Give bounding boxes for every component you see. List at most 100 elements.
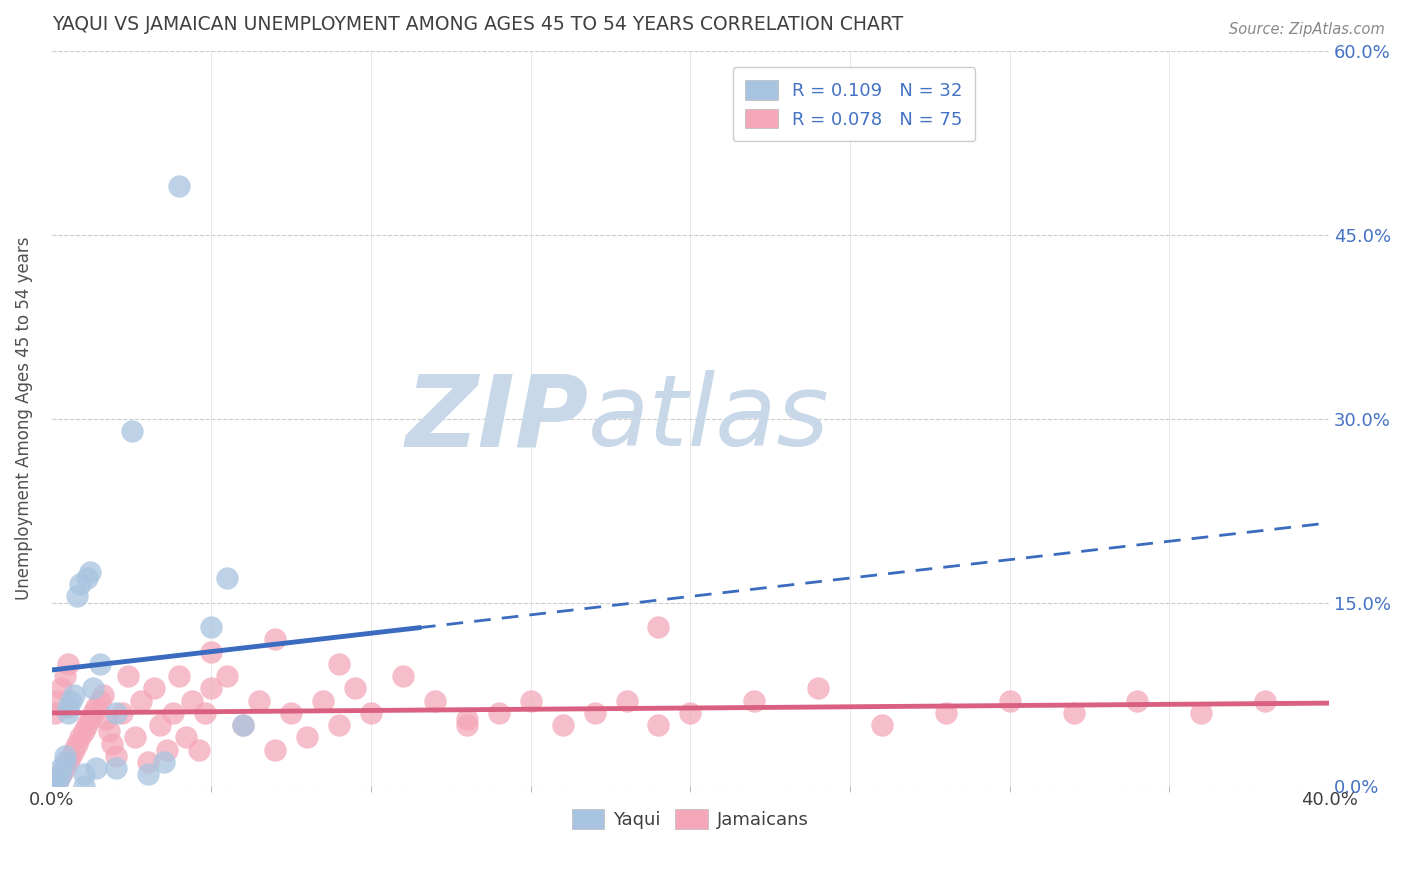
- Point: [51, 767, 73, 781]
- Point: [647, 620, 669, 634]
- Point: [174, 731, 197, 745]
- Point: [217, 571, 239, 585]
- Point: [232, 718, 254, 732]
- Text: ZIP: ZIP: [405, 370, 588, 467]
- Point: [295, 731, 318, 745]
- Point: [142, 681, 165, 696]
- Point: [89, 693, 111, 707]
- Point: [162, 706, 184, 720]
- Point: [264, 742, 287, 756]
- Point: [41, 780, 63, 794]
- Point: [111, 706, 134, 720]
- Point: [44, 774, 66, 789]
- Point: [456, 718, 478, 732]
- Point: [392, 669, 415, 683]
- Point: [79, 712, 101, 726]
- Point: [56, 755, 79, 769]
- Point: [136, 755, 159, 769]
- Point: [121, 424, 143, 438]
- Point: [169, 669, 191, 683]
- Point: [59, 693, 82, 707]
- Point: [53, 748, 76, 763]
- Point: [264, 632, 287, 647]
- Point: [79, 565, 101, 579]
- Point: [94, 712, 117, 726]
- Point: [807, 681, 830, 696]
- Point: [519, 693, 541, 707]
- Point: [423, 693, 446, 707]
- Point: [63, 688, 86, 702]
- Text: atlas: atlas: [588, 370, 830, 467]
- Point: [129, 693, 152, 707]
- Point: [41, 780, 63, 794]
- Point: [1063, 706, 1085, 720]
- Point: [360, 706, 382, 720]
- Point: [63, 742, 86, 756]
- Point: [44, 778, 66, 792]
- Point: [136, 767, 159, 781]
- Point: [998, 693, 1021, 707]
- Point: [104, 706, 127, 720]
- Point: [59, 748, 82, 763]
- Point: [69, 577, 91, 591]
- Point: [46, 693, 69, 707]
- Point: [104, 748, 127, 763]
- Point: [647, 718, 669, 732]
- Point: [69, 731, 91, 745]
- Point: [328, 718, 350, 732]
- Point: [616, 693, 638, 707]
- Point: [551, 718, 574, 732]
- Point: [51, 761, 73, 775]
- Point: [149, 718, 172, 732]
- Point: [44, 706, 66, 720]
- Point: [53, 761, 76, 775]
- Y-axis label: Unemployment Among Ages 45 to 54 years: Unemployment Among Ages 45 to 54 years: [15, 237, 32, 600]
- Point: [66, 737, 89, 751]
- Point: [41, 778, 63, 792]
- Point: [247, 693, 270, 707]
- Point: [200, 681, 222, 696]
- Point: [89, 657, 111, 671]
- Point: [217, 669, 239, 683]
- Point: [51, 681, 73, 696]
- Text: Source: ZipAtlas.com: Source: ZipAtlas.com: [1229, 22, 1385, 37]
- Point: [456, 712, 478, 726]
- Point: [124, 731, 146, 745]
- Point: [583, 706, 606, 720]
- Point: [1254, 693, 1277, 707]
- Point: [66, 590, 89, 604]
- Point: [101, 737, 124, 751]
- Point: [98, 724, 121, 739]
- Point: [51, 767, 73, 781]
- Point: [280, 706, 302, 720]
- Point: [46, 773, 69, 788]
- Point: [169, 178, 191, 193]
- Point: [56, 706, 79, 720]
- Point: [46, 773, 69, 788]
- Point: [156, 742, 179, 756]
- Point: [53, 755, 76, 769]
- Point: [73, 780, 96, 794]
- Point: [679, 706, 702, 720]
- Point: [152, 755, 174, 769]
- Point: [44, 776, 66, 790]
- Point: [1126, 693, 1149, 707]
- Legend: Yaqui, Jamaicans: Yaqui, Jamaicans: [565, 802, 815, 837]
- Point: [200, 645, 222, 659]
- Point: [41, 777, 63, 791]
- Point: [117, 669, 139, 683]
- Point: [870, 718, 893, 732]
- Point: [488, 706, 510, 720]
- Point: [742, 693, 765, 707]
- Point: [82, 681, 104, 696]
- Point: [935, 706, 957, 720]
- Point: [200, 620, 222, 634]
- Point: [104, 761, 127, 775]
- Point: [73, 724, 96, 739]
- Point: [181, 693, 204, 707]
- Point: [91, 688, 114, 702]
- Point: [53, 669, 76, 683]
- Point: [73, 767, 96, 781]
- Point: [344, 681, 367, 696]
- Point: [86, 761, 108, 775]
